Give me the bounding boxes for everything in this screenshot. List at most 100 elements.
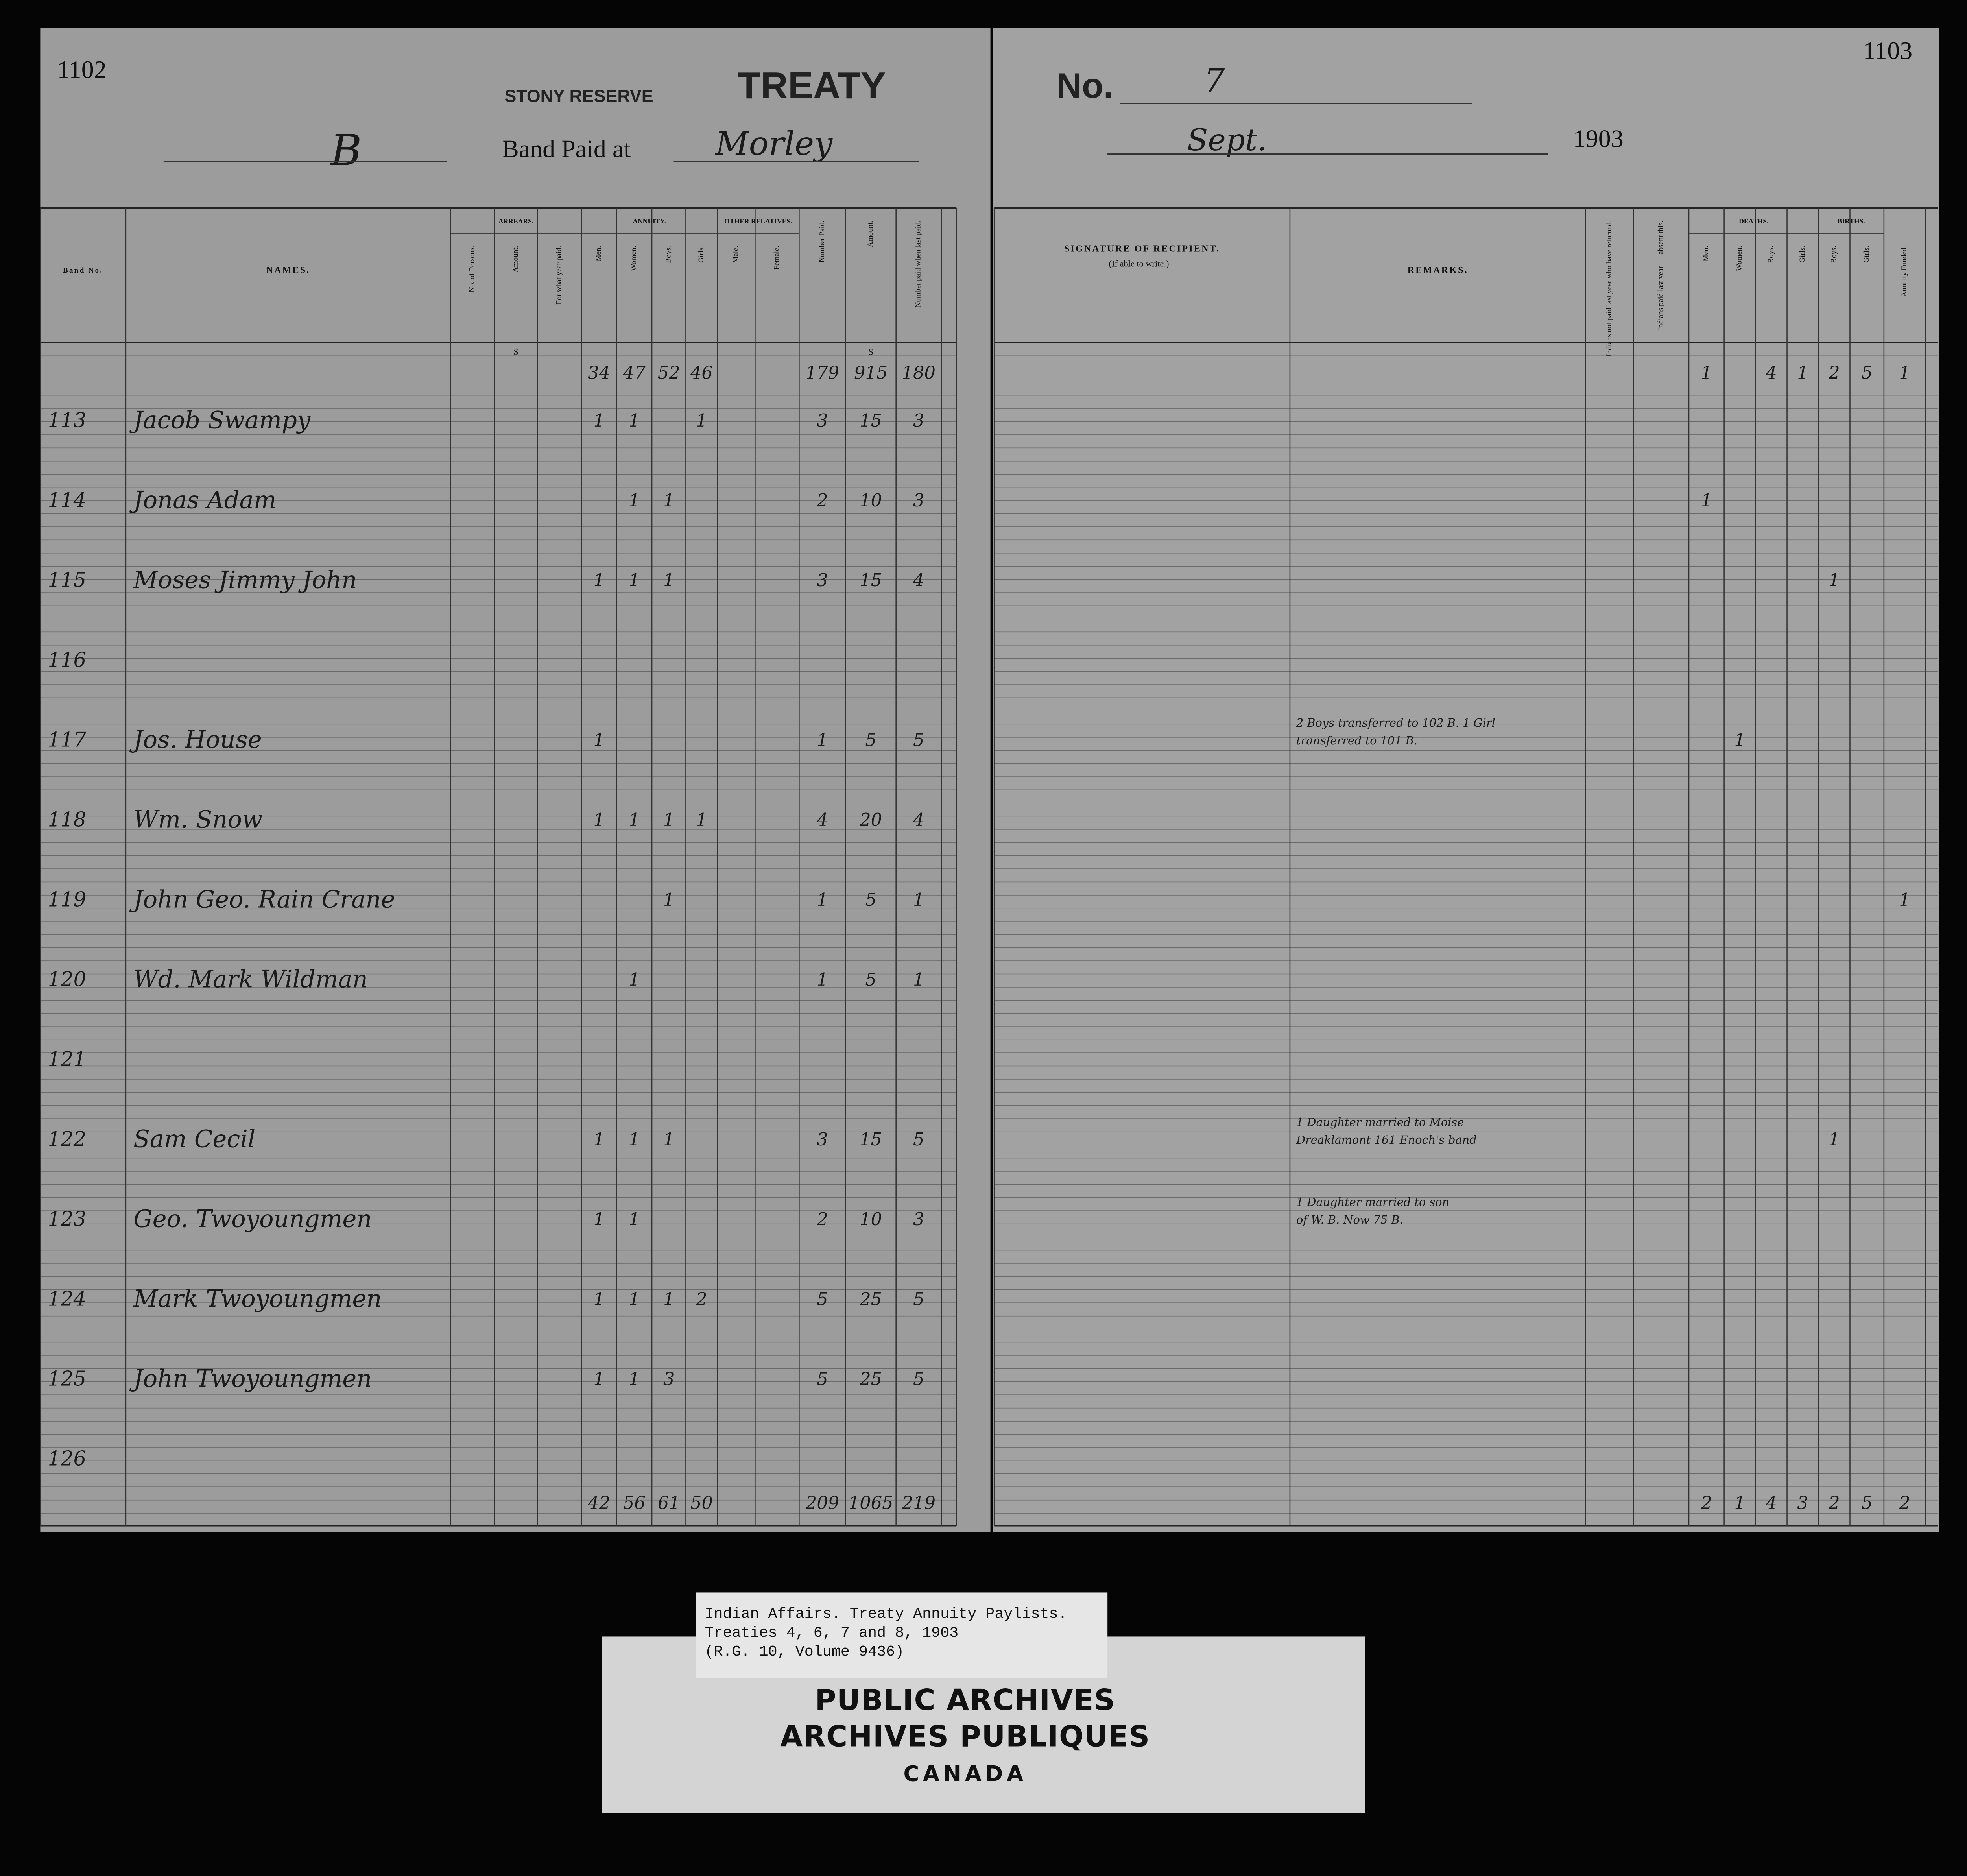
- reserve-name: STONY RESERVE: [504, 86, 653, 106]
- row-name: Sam Cecil: [133, 1126, 255, 1153]
- column-header: Number Paid.: [818, 221, 826, 263]
- carried-value: 1: [1797, 362, 1808, 383]
- archive-stamp-line: CANADA: [903, 1761, 1027, 1786]
- row-value: 1: [663, 1129, 674, 1150]
- column-header: Annuity Funded.: [1900, 246, 1908, 297]
- treaty-label: TREATY: [738, 65, 886, 107]
- row-value: 5: [913, 1289, 924, 1309]
- column-header: No. of Persons.: [468, 246, 476, 292]
- archive-stamp-line: PUBLIC ARCHIVES: [815, 1684, 1116, 1717]
- row-value: 1: [593, 809, 604, 830]
- row-remark: Dreaklamont 161 Enoch's band: [1296, 1133, 1477, 1147]
- row-value: 1: [629, 809, 640, 830]
- row-remark: transferred to 101 B.: [1296, 734, 1417, 747]
- row-value: 15: [860, 570, 882, 591]
- row-value: 1: [629, 410, 640, 431]
- row-value: 20: [859, 809, 882, 830]
- row-value: 1: [593, 410, 604, 431]
- total-value: 2: [1828, 1492, 1840, 1513]
- row-value: 3: [913, 410, 924, 431]
- column-header: Band No.: [63, 266, 103, 275]
- column-header: Number paid when last paid.: [914, 221, 923, 308]
- row-value: 1: [696, 410, 707, 431]
- row-name: Mark Twoyoungmen: [133, 1285, 382, 1313]
- group-header: ARREARS.: [498, 217, 533, 225]
- group-header: ANNUITY.: [633, 217, 666, 225]
- row-value: 25: [859, 1368, 882, 1389]
- row-remark: 1 Daughter married to son: [1296, 1195, 1449, 1209]
- row-value: 5: [913, 1368, 924, 1389]
- column-header: Boys.: [664, 246, 673, 263]
- row-name: Jos. House: [129, 726, 262, 754]
- column-header: Girls.: [1862, 246, 1871, 263]
- column-header: Men.: [594, 246, 603, 262]
- row-band-no: 125: [48, 1367, 87, 1391]
- band-letter: B: [330, 125, 362, 175]
- row-name: Wd. Mark Wildman: [133, 966, 368, 993]
- row-band-no: 113: [48, 408, 87, 432]
- carried-value: 1: [1899, 362, 1910, 383]
- column-header: Amount.: [866, 221, 875, 247]
- number-label: No.: [1056, 66, 1113, 105]
- group-header: DEATHS.: [1739, 217, 1768, 225]
- row-name: John Twoyoungmen: [129, 1365, 372, 1393]
- column-header: Women.: [630, 246, 638, 271]
- row-name: Jonas Adam: [129, 487, 276, 514]
- row-value: 1: [593, 1129, 604, 1150]
- row-value: 5: [865, 969, 876, 990]
- band-paid-label: Band Paid at: [502, 135, 631, 162]
- page-number: 1103: [1863, 37, 1913, 65]
- row-value: 1: [1829, 570, 1840, 591]
- row-value: 1: [817, 969, 828, 990]
- row-band-no: 114: [48, 488, 87, 512]
- row-name: Geo. Twoyoungmen: [133, 1206, 372, 1233]
- column-header: Boys.: [1767, 246, 1775, 263]
- total-value: 50: [690, 1492, 713, 1513]
- column-header: NAMES.: [266, 265, 310, 275]
- row-value: 3: [817, 570, 828, 591]
- column-header: Girls.: [1798, 246, 1806, 263]
- signature-note: (If able to write.): [1109, 259, 1169, 269]
- row-band-no: 126: [48, 1447, 87, 1471]
- total-value: 209: [805, 1492, 839, 1513]
- row-value: 5: [865, 889, 876, 910]
- row-value: 3: [913, 490, 924, 511]
- total-value: 2: [1701, 1492, 1712, 1513]
- column-header: Amount.: [511, 246, 520, 273]
- row-value: 2: [816, 1209, 828, 1230]
- total-value: 2: [1899, 1492, 1910, 1513]
- carried-value: 4: [1765, 362, 1777, 383]
- carried-value: 34: [588, 362, 610, 383]
- row-value: 1: [629, 570, 640, 591]
- row-value: 1: [629, 490, 640, 511]
- group-header: OTHER RELATIVES.: [724, 217, 792, 225]
- place: Morley: [714, 124, 833, 162]
- group-header: BIRTHS.: [1838, 217, 1865, 225]
- row-band-no: 124: [48, 1287, 87, 1311]
- row-value: 1: [629, 969, 640, 990]
- row-value: 5: [865, 729, 876, 750]
- row-value: 1: [696, 809, 707, 830]
- total-value: 1065: [849, 1492, 893, 1513]
- column-header: Indians not paid last year who have retu…: [1605, 221, 1613, 356]
- row-value: 1: [663, 570, 674, 591]
- total-value: 4: [1765, 1492, 1777, 1513]
- right-page: [993, 28, 1939, 1532]
- row-value: 1: [629, 1209, 640, 1230]
- total-value: 1: [1734, 1492, 1745, 1513]
- total-value: 3: [1797, 1492, 1808, 1513]
- row-value: 5: [817, 1368, 828, 1389]
- row-value: 1: [1899, 889, 1910, 910]
- row-name: Wm. Snow: [133, 806, 262, 834]
- column-header: SIGNATURE OF RECIPIENT.: [1064, 244, 1220, 254]
- month: Sept.: [1187, 123, 1267, 158]
- row-value: 1: [817, 889, 828, 910]
- archive-stamp-line: ARCHIVES PUBLIQUES: [780, 1720, 1150, 1754]
- carried-value: 5: [1861, 362, 1872, 383]
- row-value: 5: [913, 1129, 924, 1150]
- total-value: 219: [902, 1492, 936, 1513]
- total-value: 42: [587, 1492, 610, 1513]
- page-number: 1102: [57, 55, 107, 83]
